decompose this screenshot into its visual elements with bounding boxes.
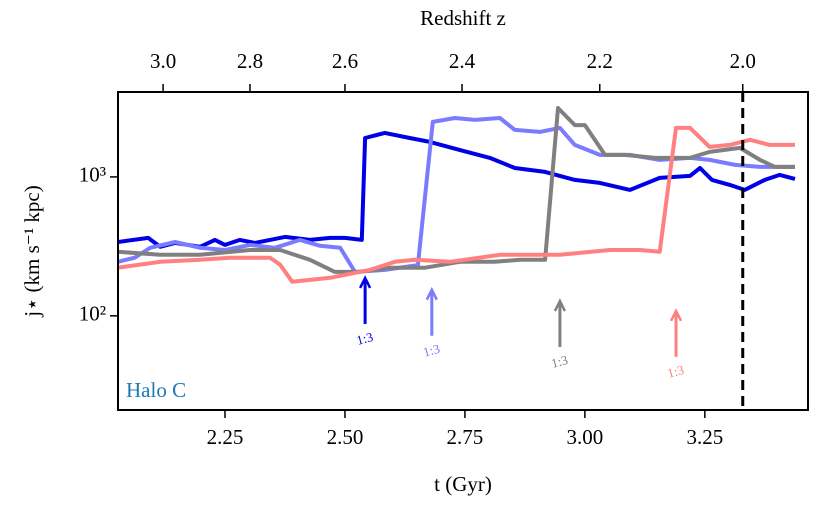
series-line xyxy=(118,116,795,274)
arrow-head xyxy=(425,286,438,301)
y-tick-label: 10² xyxy=(79,302,106,326)
x2-tick-label: 3.0 xyxy=(150,49,176,73)
arrow-head xyxy=(553,298,567,312)
x2-tick-label: 2.6 xyxy=(332,49,358,73)
annotation: 1:3 xyxy=(421,341,441,360)
series-line xyxy=(118,106,795,274)
y-tick-label: 10³ xyxy=(79,163,106,187)
x-tick-label: 3.25 xyxy=(686,425,723,449)
x-tick-label: 2.25 xyxy=(207,425,244,449)
x2-tick-label: 2.0 xyxy=(730,49,756,73)
annotation: 1:3 xyxy=(355,329,375,348)
y-axis-label: j⋆ (km s⁻¹ kpc) xyxy=(20,185,44,317)
arrow-head xyxy=(358,275,372,289)
x-tick-label: 2.75 xyxy=(447,425,484,449)
x-axis-label: t (Gyr) xyxy=(434,472,492,496)
x2-tick-label: 2.8 xyxy=(237,49,263,73)
plot-frame xyxy=(117,91,809,411)
annotation: 1:3 xyxy=(550,352,570,371)
panel-label: Halo C xyxy=(126,378,186,402)
annotation: 1:3 xyxy=(666,362,686,381)
series-line xyxy=(118,130,796,249)
x-tick-label: 2.50 xyxy=(327,425,364,449)
arrow-head xyxy=(669,308,683,322)
x2-axis-label: Redshift z xyxy=(420,6,506,30)
series-line xyxy=(118,125,795,284)
x-tick-label: 3.00 xyxy=(567,425,604,449)
x2-tick-label: 2.4 xyxy=(449,49,476,73)
x2-tick-label: 2.2 xyxy=(587,49,613,73)
